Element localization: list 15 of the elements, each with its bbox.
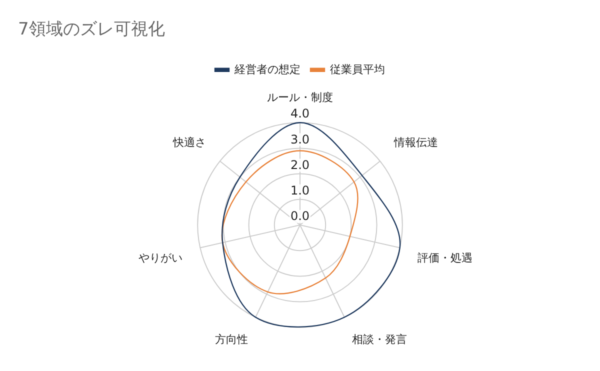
y-tick-label: 1.0 <box>290 184 310 198</box>
chart-title: 7領域のズレ可視化 <box>18 20 165 40</box>
y-tick-label: 0.0 <box>290 209 310 224</box>
y-tick-label: 3.0 <box>290 132 310 146</box>
legend-label: 従業員平均 <box>330 62 385 76</box>
y-tick-label: 2.0 <box>290 158 310 172</box>
spoke-label: ルール・制度 <box>267 90 333 104</box>
legend-label: 経営者の想定 <box>234 62 300 76</box>
y-tick-label: 4.0 <box>290 106 310 121</box>
spoke-label: 快適さ <box>172 136 206 150</box>
spoke-label: やりがい <box>138 251 183 264</box>
spoke-label: 評価・処遇 <box>417 251 472 264</box>
spoke-label: 方向性 <box>214 332 248 346</box>
spoke-label: 情報伝達 <box>393 136 438 150</box>
spoke-label: 相談・発言 <box>352 332 408 346</box>
